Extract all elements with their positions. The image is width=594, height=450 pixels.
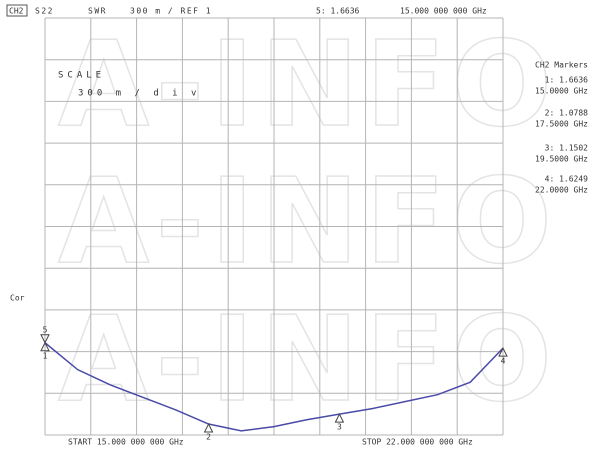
start-label: START 15.000 000 000 GHz bbox=[68, 438, 184, 447]
marker bbox=[40, 334, 50, 344]
format: SWR bbox=[88, 7, 107, 16]
marker bbox=[40, 341, 50, 352]
readout-freq: 19.5000 GHz bbox=[535, 155, 588, 164]
marker-label: 1 bbox=[43, 351, 48, 360]
marker-label: 4 bbox=[501, 357, 506, 366]
marker-label: 3 bbox=[337, 423, 342, 432]
readout-freq: 22.0000 GHz bbox=[535, 186, 588, 195]
readout-freq: 15.0000 GHz bbox=[535, 87, 588, 96]
watermark: A-INFO bbox=[58, 15, 558, 153]
watermark: A-INFO bbox=[58, 152, 558, 290]
channel-box bbox=[6, 4, 28, 17]
marker bbox=[498, 347, 508, 357]
parameter: S22 bbox=[35, 7, 54, 16]
trace bbox=[44, 342, 504, 432]
stop-label: STOP 22.000 000 000 GHz bbox=[362, 438, 473, 447]
scale-value: 300 m / d i v bbox=[78, 89, 200, 99]
active-marker: 5: 1.6636 bbox=[316, 7, 360, 16]
readout-value: 3: 1.1502 bbox=[545, 144, 589, 153]
marker-label: 2 bbox=[206, 433, 211, 442]
channel: CH2 bbox=[9, 7, 24, 16]
readout-freq: 17.5000 GHz bbox=[535, 120, 588, 129]
scale-ref: 300 m / REF 1 bbox=[130, 7, 212, 16]
side-label: Cor bbox=[10, 294, 25, 303]
readout-title: CH2 Markers bbox=[535, 61, 588, 70]
marker bbox=[334, 413, 345, 423]
marker bbox=[203, 422, 214, 433]
readout-value: 4: 1.6249 bbox=[545, 175, 589, 184]
readout-value: 1: 1.6636 bbox=[545, 76, 589, 85]
marker-label: 5 bbox=[43, 325, 48, 334]
watermark: A-INFO bbox=[58, 290, 558, 428]
active-freq: 15.000 000 000 GHz bbox=[400, 7, 487, 16]
scale-title: SCALE bbox=[58, 71, 105, 81]
readout-value: 2: 1.0788 bbox=[545, 109, 589, 118]
